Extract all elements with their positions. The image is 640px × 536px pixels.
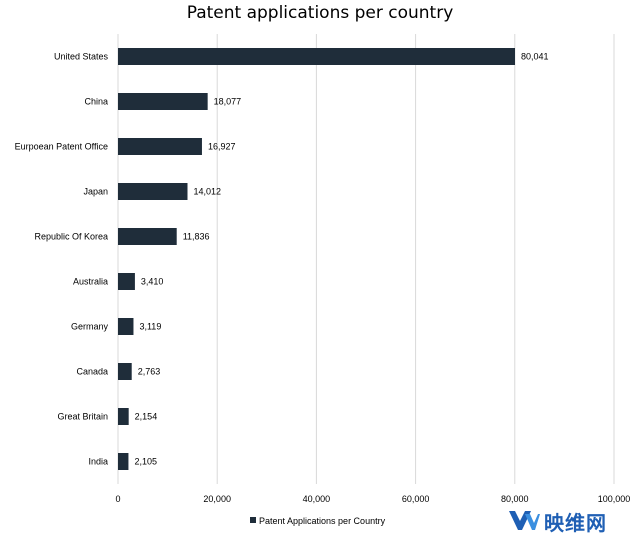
data-label: 2,763 bbox=[138, 367, 161, 377]
data-label: 18,077 bbox=[214, 97, 242, 107]
bars bbox=[118, 48, 516, 470]
watermark-text: 映维网 bbox=[544, 510, 607, 535]
x-axis: 0 20,000 40,000 60,000 80,000 100,000 bbox=[115, 494, 630, 504]
data-label: 11,836 bbox=[183, 232, 210, 242]
chart-title: Patent applications per country bbox=[187, 3, 454, 23]
y-axis-categories: United States China Eurpoean Patent Office… bbox=[15, 52, 109, 467]
x-tick-label: 80,000 bbox=[501, 494, 529, 504]
bar bbox=[118, 183, 188, 200]
category-label: China bbox=[84, 97, 108, 107]
category-label: Canada bbox=[76, 367, 108, 377]
data-label: 80,041 bbox=[521, 52, 549, 62]
category-label: Australia bbox=[73, 277, 108, 287]
x-tick-label: 20,000 bbox=[203, 494, 231, 504]
category-label: Eurpoean Patent Office bbox=[15, 142, 108, 152]
data-label: 2,154 bbox=[135, 412, 158, 422]
category-label: Germany bbox=[71, 322, 109, 332]
bar bbox=[118, 228, 177, 245]
bar bbox=[118, 363, 132, 380]
bar bbox=[118, 93, 208, 110]
category-label: United States bbox=[54, 52, 109, 62]
data-label: 2,105 bbox=[134, 457, 157, 467]
x-tick-label: 0 bbox=[115, 494, 120, 504]
bar bbox=[118, 453, 129, 470]
bar bbox=[118, 408, 129, 425]
x-tick-label: 40,000 bbox=[303, 494, 331, 504]
category-label: Republic Of Korea bbox=[34, 232, 108, 242]
legend-swatch bbox=[250, 517, 256, 523]
category-label: Great Britain bbox=[57, 412, 108, 422]
x-tick-label: 60,000 bbox=[402, 494, 430, 504]
bar bbox=[118, 318, 134, 335]
x-tick-label: 100,000 bbox=[598, 494, 631, 504]
watermark-logo: 映维网 bbox=[508, 508, 607, 535]
category-label: India bbox=[88, 457, 108, 467]
data-label: 3,410 bbox=[141, 277, 164, 287]
legend-label: Patent Applications per Country bbox=[259, 516, 386, 526]
yv-logo-icon bbox=[509, 511, 540, 530]
bar bbox=[118, 138, 202, 155]
data-label: 3,119 bbox=[139, 322, 161, 332]
category-label: Japan bbox=[83, 187, 108, 197]
data-label: 14,012 bbox=[193, 187, 221, 197]
bar bbox=[118, 48, 516, 65]
data-labels: 80,041 18,077 16,927 14,012 11,836 3,410 3,119… bbox=[134, 52, 548, 467]
bar bbox=[118, 273, 135, 290]
legend: Patent Applications per Country bbox=[250, 516, 386, 526]
data-label: 16,927 bbox=[208, 142, 236, 152]
